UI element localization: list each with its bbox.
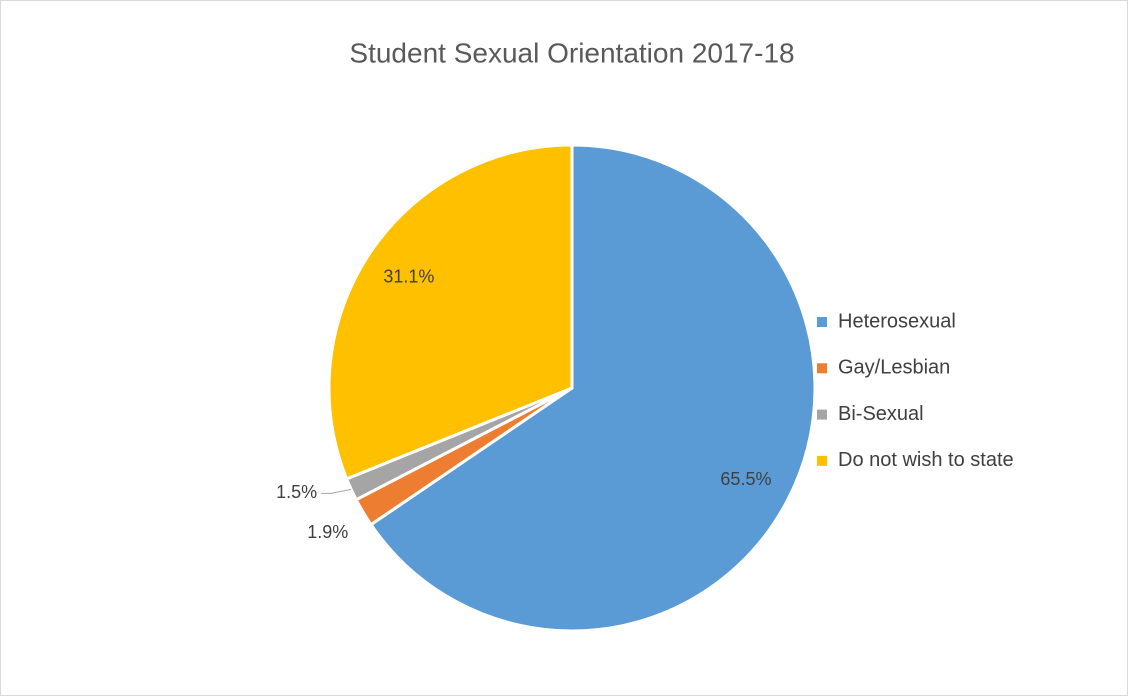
pie-slice — [327, 143, 574, 481]
legend-label: Heterosexual — [838, 310, 956, 332]
chart-title: Student Sexual Orientation 2017-18 — [349, 37, 794, 68]
data-label: 65.5% — [720, 469, 771, 489]
legend-label: Bi-Sexual — [838, 403, 924, 425]
legend-swatch — [817, 363, 827, 374]
pie-slice — [368, 143, 817, 633]
data-label: 1.9% — [307, 522, 348, 542]
data-label: 1.5% — [276, 482, 317, 502]
legend-label: Do not wish to state — [838, 449, 1014, 471]
leader-line — [321, 488, 352, 494]
legend-swatch — [817, 409, 827, 420]
legend-label: Gay/Lesbian — [838, 357, 950, 379]
legend-swatch — [817, 317, 827, 327]
legend-swatch — [817, 455, 827, 466]
data-label: 31.1% — [383, 267, 434, 287]
